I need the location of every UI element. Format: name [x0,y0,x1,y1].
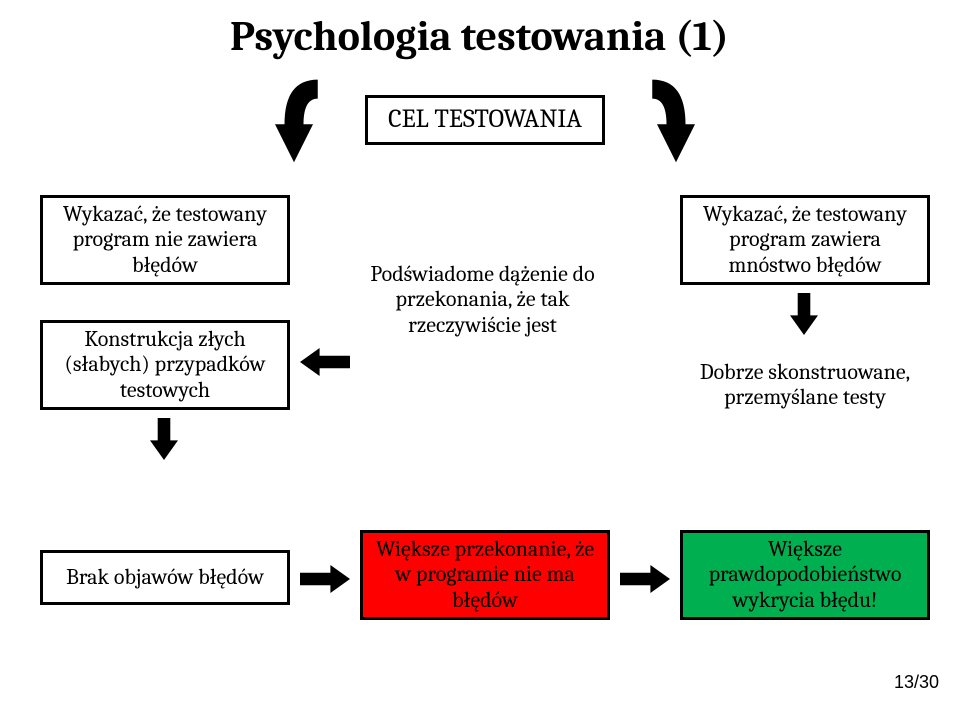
box-left1: Wykazać, że testowany program nie zawier… [40,195,290,285]
box-cel-text: CEL TESTOWANIA [388,105,582,135]
box-bot-mid-text: Większe przekonanie, że w programie nie … [371,537,599,613]
arrow-botM-to-R [620,565,670,593]
arrow-mid-to-left [300,348,350,376]
box-bot-right: Większe prawdopodobieństwo wykrycia błęd… [680,530,930,620]
box-left2: Konstrukcja złych (słabych) przypadków t… [40,320,290,410]
box-cel: CEL TESTOWANIA [365,95,605,145]
box-right2-text: Dobrze skonstruowane, przemyślane testy [688,360,922,411]
arrow-curved-left [275,72,370,167]
box-bot-left: Brak objawów błędów [40,550,290,605]
box-bot-mid: Większe przekonanie, że w programie nie … [360,530,610,620]
box-right2: Dobrze skonstruowane, przemyślane testy [680,340,930,430]
box-mid1: Podświadome dążenie do przekonania, że t… [355,255,610,345]
box-left2-text: Konstrukcja złych (słabych) przypadków t… [51,327,279,403]
box-mid1-text: Podświadome dążenie do przekonania, że t… [363,262,602,338]
box-right1: Wykazać, że testowany program zawiera mn… [680,195,930,285]
page-title: Psychologia testowania (1) [0,12,959,61]
page-number: 13/30 [894,672,939,693]
box-left1-text: Wykazać, że testowany program nie zawier… [51,202,279,278]
arrow-right1-down [790,293,818,335]
box-right1-text: Wykazać, że testowany program zawiera mn… [691,202,919,278]
arrow-botL-to-M [300,565,350,593]
arrow-left2-down [150,418,178,460]
box-bot-left-text: Brak objawów błędów [66,565,264,590]
box-bot-right-text: Większe prawdopodobieństwo wykrycia błęd… [691,537,919,613]
arrow-curved-right [600,72,695,167]
